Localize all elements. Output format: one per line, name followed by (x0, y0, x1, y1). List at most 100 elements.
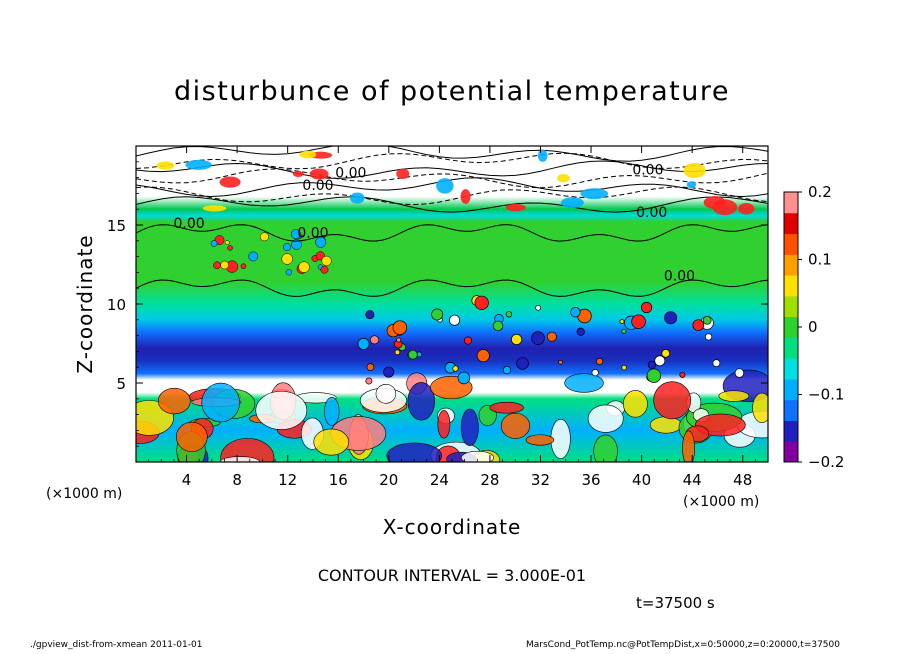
contour-label: 0.00 (302, 178, 333, 194)
field-blob (255, 390, 308, 430)
contour-labels: 0.000.000.000.00 0.000.000.00 (174, 162, 696, 284)
colorbar-segment (784, 316, 798, 338)
field-feature (396, 337, 402, 343)
field-feature (546, 331, 557, 342)
field-feature (646, 368, 662, 383)
field-blob (375, 383, 397, 404)
contour-label: 0.00 (297, 226, 328, 242)
field-feature (647, 360, 656, 369)
field-blob (683, 162, 706, 179)
field-feature (505, 311, 513, 318)
contour-label: 0.00 (335, 166, 366, 182)
contour-line (136, 186, 768, 206)
colorbar-segment (784, 420, 798, 442)
field-feature (281, 253, 293, 265)
field-blob (718, 390, 750, 402)
field-feature (366, 363, 375, 371)
field-feature (492, 320, 504, 332)
field-feature (474, 295, 489, 310)
field-feature (511, 333, 523, 345)
field-feature (457, 371, 471, 385)
field-feature (210, 240, 218, 247)
field-feature (407, 349, 418, 360)
x-unit-left: (×1000 m) (46, 486, 122, 502)
field-feature (365, 310, 375, 320)
colorbar-segment (784, 212, 798, 235)
contour-interval-label: CONTOUR INTERVAL = 3.000E-01 (317, 566, 587, 585)
footer-right: MarsCond_PotTemp.nc@PotTempDist,x=0:5000… (526, 640, 840, 650)
field-blob (292, 170, 304, 178)
field-blob (436, 178, 454, 194)
field-feature (291, 239, 302, 250)
x-tick-label: 4 (182, 471, 192, 489)
chart-title: disturbunce of potential temperature (174, 76, 730, 107)
colorbar-segment (784, 358, 798, 380)
heatmap-field (136, 146, 768, 462)
field-blob (500, 412, 531, 439)
x-tick-label: 28 (480, 471, 499, 489)
field-feature (220, 260, 229, 270)
field-blob (537, 149, 548, 162)
field-blob (324, 397, 340, 426)
field-feature (321, 255, 332, 266)
colorbar-segment (784, 254, 798, 276)
x-tick-label: 8 (232, 471, 242, 489)
contour-line (136, 177, 768, 198)
footer-left: ./gpview_dist-from-xmean 2011-01-01 (30, 640, 203, 650)
field-blob (623, 390, 648, 418)
colorbar-segment (784, 337, 798, 359)
contour-line (136, 160, 768, 179)
field-feature (631, 314, 646, 329)
field-blob (561, 197, 584, 209)
time-label: t=37500 s (636, 594, 715, 612)
field-feature (570, 307, 581, 318)
colorbar-tick-label: 0.1 (808, 251, 832, 269)
field-feature (661, 349, 671, 358)
field-blob (580, 188, 609, 200)
colorbar-tick-label: −0.2 (808, 453, 844, 471)
field-feature (502, 365, 512, 375)
field-feature (224, 240, 230, 245)
field-feature (365, 377, 373, 385)
colorbar-segment (784, 295, 798, 318)
field-feature (248, 251, 259, 262)
field-feature (591, 369, 599, 377)
field-feature (369, 335, 380, 345)
colorbar-tick-label: −0.1 (808, 386, 844, 404)
x-axis: 4 8 12 16 20 24 28 32 36 40 44 48 (148, 146, 756, 489)
field-blob (557, 174, 570, 183)
field-feature (227, 245, 233, 251)
field-blob (299, 150, 317, 159)
x-tick-label: 24 (430, 471, 449, 489)
field-blob (686, 181, 697, 189)
field-blob (309, 168, 329, 180)
x-unit-right: (×1000 m) (683, 494, 759, 510)
field-feature (315, 236, 327, 248)
contour-line (136, 168, 768, 189)
y-axis: 5 10 15 (107, 161, 768, 447)
y-tick-label: 10 (107, 296, 126, 314)
colorbar-segment (784, 275, 798, 297)
field-feature (702, 316, 712, 325)
field-feature (621, 328, 627, 334)
field-feature (535, 304, 542, 311)
field-feature (596, 357, 604, 365)
field-blob (201, 382, 240, 423)
field-feature (476, 349, 490, 363)
field-blob (460, 189, 471, 204)
field-feature (531, 331, 545, 345)
field-blob (185, 159, 212, 170)
field-blob (587, 404, 624, 433)
field-feature (463, 336, 473, 345)
y-tick-label: 5 (116, 375, 126, 393)
field-feature (679, 371, 686, 378)
field-feature (298, 261, 310, 273)
x-axis-title: X-coordinate (383, 515, 522, 539)
field-blob (175, 421, 208, 452)
field-feature (619, 319, 625, 324)
contour-line (136, 279, 768, 297)
field-blob (703, 196, 726, 209)
contour-line (136, 196, 768, 213)
x-tick-label: 36 (581, 471, 600, 489)
